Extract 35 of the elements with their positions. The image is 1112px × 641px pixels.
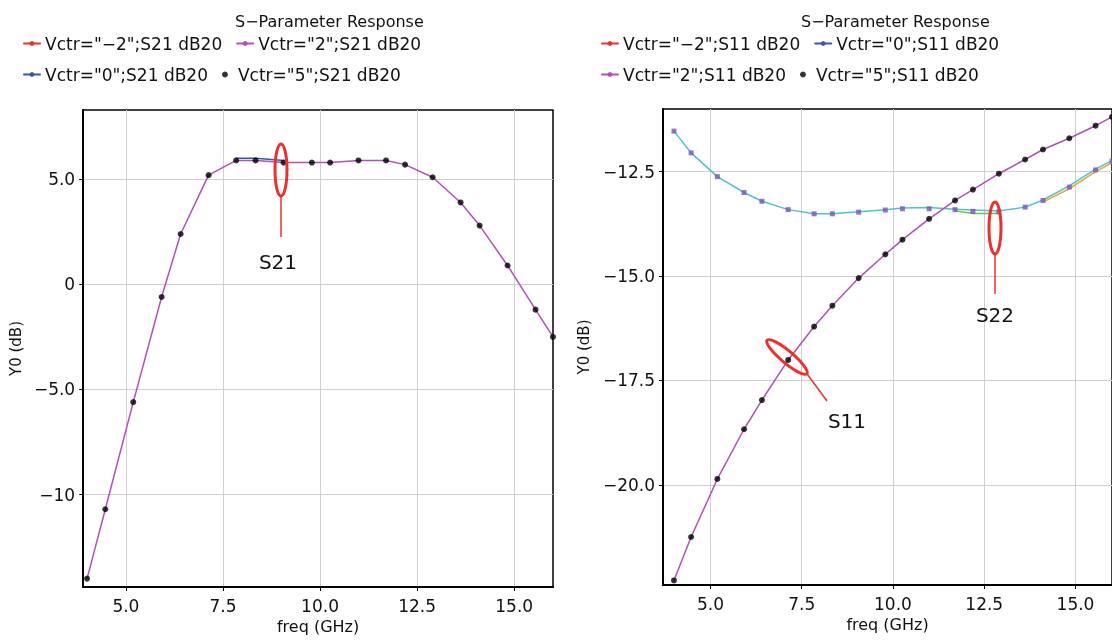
x-tick-label: 10.0 bbox=[874, 593, 912, 614]
y-tick-label: −15.0 bbox=[602, 266, 655, 287]
annotation: S22 bbox=[975, 303, 1015, 327]
y-axis-title: Y0 (dB) bbox=[6, 321, 25, 377]
legend-label: Vctr="0";S21 dB20 bbox=[45, 64, 208, 85]
y-tick-label: 5.0 bbox=[48, 169, 76, 190]
y-tick-label: −10 bbox=[39, 484, 76, 505]
x-tick-label: 10.0 bbox=[301, 595, 339, 616]
x-tick-label: 7.5 bbox=[209, 595, 237, 616]
y-tick-label: −17.5 bbox=[602, 370, 655, 391]
y-tick-label: −5.0 bbox=[33, 379, 76, 400]
y-tick-label: −12.5 bbox=[602, 161, 655, 182]
x-tick-label: 5.0 bbox=[112, 595, 140, 616]
x-axis-title: freq (GHz) bbox=[276, 617, 360, 637]
y-axis-title: Y0 (dB) bbox=[574, 319, 593, 376]
legend-label: Vctr="2";S21 dB20 bbox=[258, 33, 422, 54]
x-tick-label: 12.5 bbox=[965, 593, 1004, 614]
legend-label: Vctr="−2";S11 dB20 bbox=[623, 33, 801, 54]
chart-title: S−Parameter Response bbox=[235, 11, 424, 31]
x-tick-label: 5.0 bbox=[696, 593, 724, 614]
legend-label: Vctr="5";S11 dB20 bbox=[815, 64, 979, 85]
legend-label: Vctr="2";S11 dB20 bbox=[623, 64, 786, 85]
y-tick-label: 0 bbox=[64, 274, 76, 295]
x-tick-label: 15.0 bbox=[495, 595, 534, 616]
x-axis-title: freq (GHz) bbox=[846, 615, 929, 635]
legend-label: Vctr="−2";S21 dB20 bbox=[45, 33, 223, 54]
legend-label: Vctr="5";S21 dB20 bbox=[237, 64, 401, 85]
annotation: S21 bbox=[258, 250, 298, 274]
x-tick-label: 12.5 bbox=[398, 595, 437, 616]
legend-label: Vctr="0";S11 dB20 bbox=[836, 33, 1000, 54]
x-tick-label: 7.5 bbox=[788, 593, 816, 614]
x-tick-label: 15.0 bbox=[1056, 593, 1095, 614]
y-tick-label: −20.0 bbox=[602, 474, 655, 495]
chart-title: S−Parameter Response bbox=[801, 11, 990, 31]
annotation: S11 bbox=[827, 409, 867, 433]
